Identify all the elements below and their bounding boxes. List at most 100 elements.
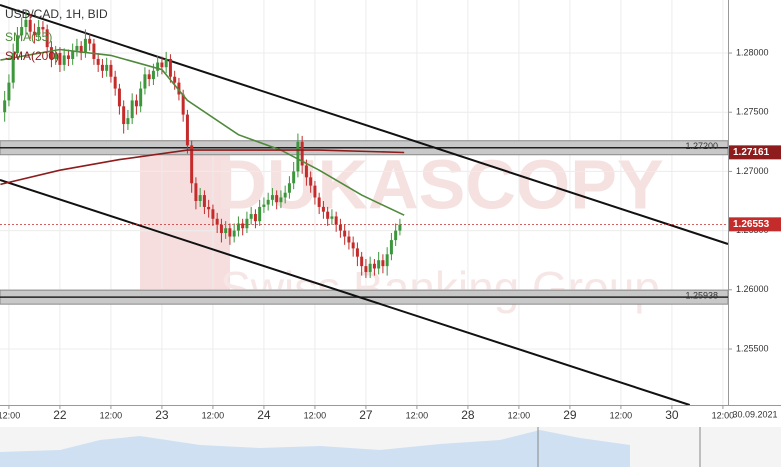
candle-body [360, 256, 364, 267]
candle-body [253, 214, 257, 222]
candle-body [11, 53, 15, 83]
candle-body [71, 50, 75, 59]
candle-body [143, 74, 147, 89]
candle-body [266, 199, 270, 205]
candle-body [66, 55, 70, 59]
watermark-logo [140, 140, 230, 290]
candle-body [321, 206, 325, 212]
candle-body [83, 38, 87, 54]
price-label-box [729, 217, 781, 232]
candle-body [62, 55, 66, 65]
candle-body [394, 230, 398, 241]
candle-body [389, 240, 393, 255]
candle-body [151, 70, 155, 80]
candle-body [398, 224, 402, 231]
candle-body [338, 224, 342, 231]
candle-body [347, 236, 351, 243]
y-tick-label: 1.27000 [736, 166, 769, 176]
candle-body [317, 197, 321, 207]
x-tick-label: 28 [461, 408, 475, 422]
x-tick-label: 12:00 [0, 410, 20, 420]
candle-body [219, 224, 223, 233]
y-tick-label: 1.28000 [736, 47, 769, 57]
candle-body [241, 223, 245, 229]
candle-body [126, 118, 130, 125]
candle-body [198, 195, 202, 202]
candle-body [134, 100, 138, 107]
candle-body [304, 165, 308, 178]
x-tick-label: 12:00 [100, 410, 123, 420]
candle-body [351, 242, 355, 249]
chart-title: USD/CAD, 1H, BID [5, 7, 108, 21]
candle-body [3, 100, 7, 113]
candle-body [262, 204, 266, 207]
price-label: 1.26553 [733, 219, 770, 230]
x-tick-label: 12:00 [202, 410, 225, 420]
candle-body [75, 45, 79, 51]
y-tick-label: 1.26000 [736, 284, 769, 294]
legend-entry: SMA(200) [5, 49, 59, 63]
candle-body [130, 100, 134, 119]
candle-body [330, 216, 334, 219]
candle-body [279, 197, 283, 203]
candle-body [283, 192, 287, 198]
candle-body [160, 62, 164, 68]
x-tick-label: 24 [257, 408, 271, 422]
candle-body [20, 26, 24, 36]
candle-body [258, 206, 262, 222]
candle-body [58, 53, 62, 65]
candle-body [41, 26, 45, 30]
trendline [0, 178, 691, 406]
candle-body [96, 58, 100, 65]
candle-body [202, 195, 206, 207]
candle-body [245, 218, 249, 229]
x-tick-label: 22 [53, 408, 67, 422]
candle-body [45, 29, 49, 48]
candle-body [173, 76, 177, 83]
candle-body [287, 183, 291, 193]
candle-body [190, 145, 194, 184]
candle-body [381, 260, 385, 267]
candle-body [211, 209, 215, 219]
x-tick-label: 27 [359, 408, 373, 422]
candle-body [326, 211, 330, 219]
candle-body [232, 230, 236, 237]
candle-body [355, 248, 359, 257]
date-label: 30.09.2021 [732, 409, 777, 419]
navigator-volume [0, 430, 630, 467]
candle-body [236, 223, 240, 231]
candle-body [377, 260, 381, 269]
candle-body [105, 64, 109, 71]
candle-body [32, 31, 36, 36]
watermark-subtext: Swiss Banking Group [220, 262, 660, 314]
candle-body [270, 195, 274, 200]
candle-body [24, 19, 28, 27]
x-tick-label: 30 [665, 408, 679, 422]
level-label: 1.25938 [685, 291, 718, 301]
trendline [0, 4, 729, 245]
candle-body [313, 185, 317, 198]
candle-body [88, 38, 92, 44]
candle-body [296, 141, 300, 172]
candle-body [215, 218, 219, 225]
y-tick-label: 1.27500 [736, 107, 769, 117]
candle-body [79, 45, 83, 54]
sma-line [0, 48, 405, 216]
candle-body [334, 216, 338, 225]
candle-body [37, 26, 41, 36]
candle-body [100, 64, 104, 71]
price-label: 1.27161 [733, 147, 770, 158]
candle-body [109, 64, 113, 77]
candle-body [177, 82, 181, 95]
candle-body [224, 228, 228, 233]
candle-body [156, 62, 160, 71]
candle-body [300, 141, 304, 166]
candle-body [385, 254, 389, 267]
candle-body [54, 53, 58, 59]
candle-body [372, 263, 376, 269]
candle-body [343, 230, 347, 237]
candle-body [364, 266, 368, 273]
